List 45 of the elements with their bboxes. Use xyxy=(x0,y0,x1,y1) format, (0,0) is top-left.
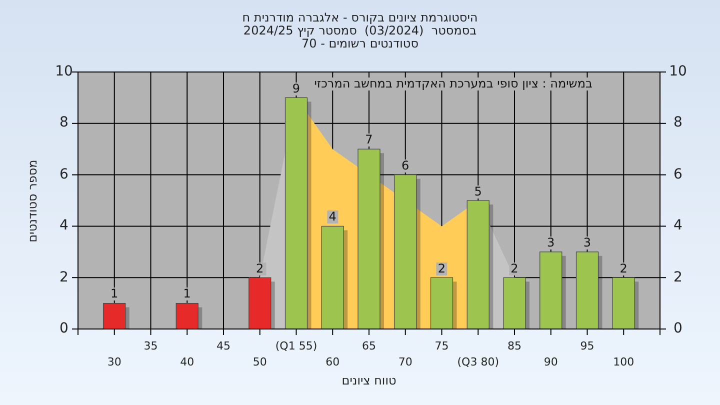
chart-subtitle: בסמסטר (03/2024) סמסטר קיץ 2024/25 סטודנטים רשומים - 70 xyxy=(243,24,477,50)
y-tick-label: 6 xyxy=(60,166,68,182)
data-label: 5 xyxy=(472,184,484,198)
y-tick-label: 10 xyxy=(55,64,73,80)
y2-tick-label: 0 xyxy=(674,320,682,336)
data-label: 6 xyxy=(400,158,412,172)
data-label: 2 xyxy=(436,261,448,276)
x-tick-label: 50 xyxy=(252,356,267,368)
x-axis-title: טווח ציונים xyxy=(342,374,396,388)
y-tick-label: 2 xyxy=(60,269,68,286)
y-tick-label: 8 xyxy=(60,114,68,131)
x-tick-label: 95 xyxy=(580,340,594,352)
data-label: 1 xyxy=(181,286,193,301)
x-tick-label: 85 xyxy=(508,340,522,352)
x-tick-label: 65 xyxy=(362,340,376,352)
x-tick-label: (Q1 55) xyxy=(275,340,318,352)
data-label: 7 xyxy=(363,132,375,147)
x-tick-label: 75 xyxy=(434,340,449,352)
y-tick-label: 4 xyxy=(60,218,68,234)
data-label: 2 xyxy=(254,261,266,276)
data-label: 3 xyxy=(545,235,557,250)
data-label: 2 xyxy=(618,261,630,276)
annotation: במשימה : ציון סופי במערכת האקדמית במחשב המרכזי xyxy=(312,76,594,90)
data-label: 2 xyxy=(508,261,520,276)
data-label: 3 xyxy=(581,235,594,250)
x-tick-label: (Q3 80) xyxy=(457,356,499,368)
x-tick-label: 45 xyxy=(216,340,230,352)
x-tick-label: 35 xyxy=(144,340,158,352)
x-tick-label: 40 xyxy=(180,356,194,368)
x-tick-label: 60 xyxy=(326,356,340,368)
y-axis-title: מספר סטודנטים xyxy=(26,159,40,242)
y2-tick-label: 4 xyxy=(674,218,682,234)
x-tick-label: 70 xyxy=(398,356,412,368)
y-tick-label: 0 xyxy=(60,320,68,336)
chart-title: היסטוגרמת ציונים בקורס - אלגברה מודרנית ח xyxy=(242,10,478,24)
data-label: 9 xyxy=(290,81,302,96)
data-label: 4 xyxy=(326,210,338,224)
x-tick-label: 30 xyxy=(107,356,122,368)
y2-tick-label: 6 xyxy=(674,166,682,182)
data-label: 1 xyxy=(108,286,120,301)
y2-tick-label: 2 xyxy=(674,269,682,286)
y2-tick-label: 10 xyxy=(669,64,687,80)
x-tick-label: 100 xyxy=(613,356,634,368)
y2-tick-label: 8 xyxy=(674,114,682,131)
x-tick-label: 90 xyxy=(544,356,558,368)
